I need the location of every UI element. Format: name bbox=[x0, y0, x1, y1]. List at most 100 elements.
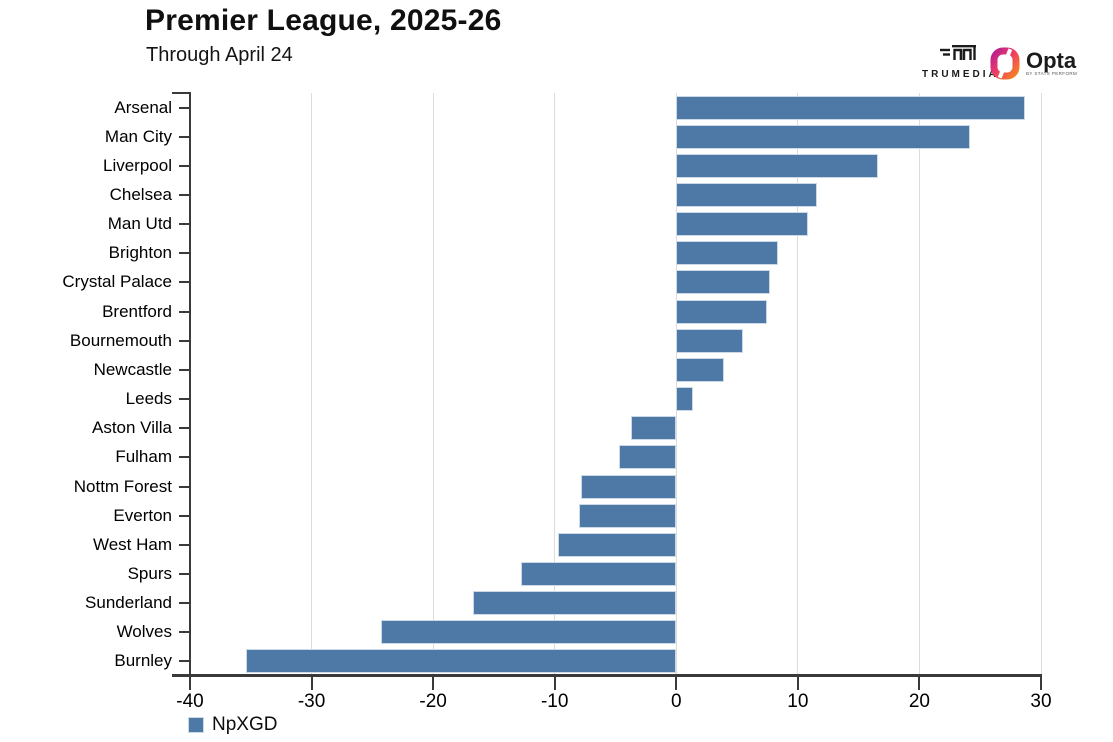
bar-nottm-forest bbox=[581, 474, 677, 499]
y-axis-label: Spurs bbox=[127, 563, 172, 583]
y-axis-label: Burnley bbox=[114, 651, 172, 671]
gridline--20 bbox=[432, 93, 434, 676]
x-axis-label: 20 bbox=[908, 691, 930, 712]
x-axis-tick bbox=[675, 677, 678, 690]
bar-spurs bbox=[520, 561, 677, 586]
x-axis-tick bbox=[189, 677, 191, 690]
bar-crystal-palace bbox=[676, 270, 770, 295]
gridline-20 bbox=[918, 93, 920, 676]
page-subtitle: Through April 24 bbox=[146, 44, 293, 66]
gridline--10 bbox=[554, 93, 556, 676]
y-axis-label: Wolves bbox=[116, 622, 172, 642]
bar-everton bbox=[579, 503, 677, 528]
y-axis-tick bbox=[179, 631, 190, 634]
x-axis-label: -10 bbox=[540, 691, 569, 712]
y-axis-tick bbox=[179, 106, 190, 109]
gridline--30 bbox=[311, 93, 313, 676]
trumedia-icon bbox=[940, 45, 976, 60]
bar-fulham bbox=[619, 445, 677, 470]
y-axis-label: Brentford bbox=[102, 301, 172, 321]
y-axis-tick bbox=[179, 194, 190, 197]
y-axis-tick bbox=[179, 252, 190, 255]
x-axis-tick bbox=[918, 677, 921, 690]
bar-bournemouth bbox=[676, 328, 744, 353]
x-axis-label: -30 bbox=[297, 691, 326, 712]
bar-wolves bbox=[380, 620, 677, 645]
y-axis-tick bbox=[179, 485, 190, 488]
y-axis-label: Fulham bbox=[115, 447, 172, 467]
opta-label: Opta bbox=[1026, 48, 1077, 73]
y-axis-label: Bournemouth bbox=[69, 330, 172, 350]
y-axis-tick bbox=[179, 427, 190, 430]
opta-ring-icon bbox=[990, 47, 1020, 80]
page-title: Premier League, 2025-26 bbox=[145, 4, 502, 37]
legend-label: NpXGD bbox=[212, 714, 278, 735]
chart-legend: NpXGD bbox=[188, 714, 277, 736]
y-axis-top-cap bbox=[172, 92, 191, 94]
y-axis-label: Man Utd bbox=[107, 214, 172, 234]
y-axis-label: Arsenal bbox=[114, 97, 172, 117]
bar-liverpool bbox=[676, 153, 879, 178]
y-axis-line bbox=[189, 93, 191, 676]
y-axis-tick bbox=[179, 514, 190, 517]
bar-chelsea bbox=[676, 183, 818, 208]
y-axis-tick bbox=[179, 339, 190, 342]
bar-man-utd bbox=[676, 212, 808, 237]
bar-man-city bbox=[676, 124, 971, 149]
x-axis-line bbox=[172, 674, 1042, 677]
legend-swatch bbox=[188, 717, 204, 733]
x-axis-label: -40 bbox=[176, 691, 204, 712]
bar-sunderland bbox=[473, 591, 677, 616]
x-axis-label: 10 bbox=[787, 691, 809, 712]
y-axis-tick bbox=[179, 456, 190, 459]
y-axis-label: Everton bbox=[113, 505, 172, 525]
y-axis-label: Liverpool bbox=[103, 155, 172, 175]
bar-brentford bbox=[676, 299, 768, 324]
y-axis-tick bbox=[179, 135, 190, 138]
x-axis-tick bbox=[432, 677, 435, 690]
y-axis-tick bbox=[179, 368, 190, 371]
x-axis-tick bbox=[553, 677, 556, 690]
x-axis-label: -20 bbox=[419, 691, 447, 712]
y-axis-tick bbox=[179, 310, 190, 313]
x-axis-tick bbox=[310, 677, 313, 690]
opta-sublabel: BY STATS PERFORM bbox=[1026, 71, 1078, 76]
bar-aston-villa bbox=[631, 416, 677, 441]
y-axis-label: Chelsea bbox=[109, 185, 172, 205]
y-axis-tick bbox=[179, 543, 190, 546]
opta-logo: Opta BY STATS PERFORM bbox=[990, 46, 1077, 80]
bar-west-ham bbox=[558, 532, 677, 557]
y-axis-label: Brighton bbox=[108, 243, 172, 263]
x-axis-tick bbox=[1040, 677, 1042, 690]
y-axis-tick bbox=[179, 572, 190, 575]
bar-newcastle bbox=[676, 357, 724, 382]
bar-brighton bbox=[676, 241, 779, 266]
y-axis-label: Man City bbox=[104, 126, 172, 146]
trumedia-logo: TRUMEDIA bbox=[922, 44, 999, 80]
bar-arsenal bbox=[676, 95, 1026, 120]
gridline-0 bbox=[675, 93, 677, 676]
y-axis-tick bbox=[179, 281, 190, 284]
y-axis-label: Newcastle bbox=[93, 359, 172, 379]
y-axis-label: Aston Villa bbox=[91, 418, 172, 438]
x-axis-tick bbox=[796, 677, 799, 690]
gridline-10 bbox=[797, 93, 799, 676]
y-axis-label: West Ham bbox=[92, 534, 172, 554]
y-axis-label: Nottm Forest bbox=[73, 476, 172, 496]
y-axis-tick bbox=[179, 602, 190, 605]
x-axis-label: 0 bbox=[670, 691, 682, 712]
y-axis-label: Crystal Palace bbox=[62, 272, 172, 292]
y-axis-label: Sunderland bbox=[85, 593, 172, 613]
bar-leeds bbox=[676, 387, 694, 412]
y-axis-tick bbox=[179, 398, 190, 401]
y-axis-tick bbox=[179, 660, 190, 663]
gridline-30 bbox=[1040, 93, 1042, 676]
bar-burnley bbox=[245, 649, 677, 674]
y-axis-tick bbox=[179, 164, 190, 167]
y-axis-tick bbox=[179, 223, 190, 226]
trumedia-label: TRUMEDIA bbox=[922, 69, 999, 80]
x-axis-label: 30 bbox=[1030, 691, 1052, 712]
y-axis-label: Leeds bbox=[125, 389, 172, 409]
